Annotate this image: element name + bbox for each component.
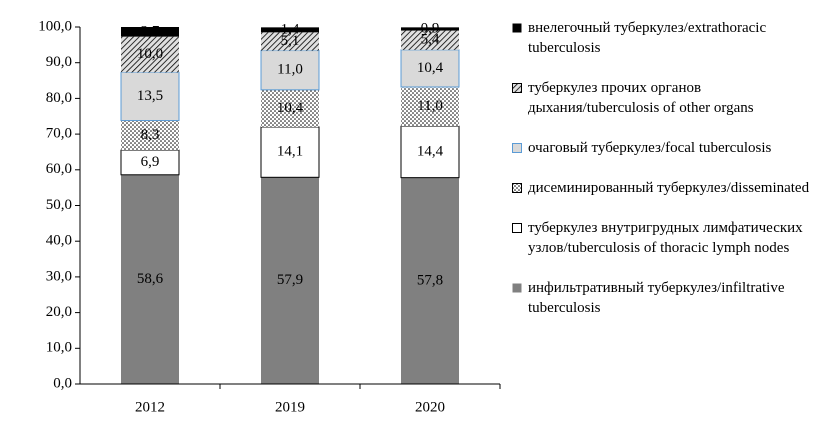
bar-segment bbox=[121, 36, 179, 73]
y-tick-label: 40,0 bbox=[46, 233, 72, 249]
bar-segment bbox=[261, 32, 319, 51]
bar-segment bbox=[260, 126, 320, 178]
bar-segment bbox=[261, 177, 319, 384]
y-tick-label: 70,0 bbox=[46, 126, 72, 142]
value-label: 10,4 bbox=[417, 60, 444, 76]
legend-swatch-rect bbox=[512, 143, 522, 153]
value-label: 58,6 bbox=[137, 271, 164, 287]
bar-segment bbox=[121, 27, 179, 37]
bar-segment bbox=[121, 120, 179, 151]
x-tick-label: 2012 bbox=[135, 399, 165, 415]
legend-swatch bbox=[512, 283, 522, 293]
x-tick-label: 2019 bbox=[275, 399, 305, 415]
legend-item: туберкулез внутригрудных лимфатических у… bbox=[510, 218, 830, 258]
legend-swatch-rect bbox=[512, 283, 522, 293]
x-tick-label: 2020 bbox=[415, 399, 445, 415]
value-label: 1,4 bbox=[281, 21, 300, 37]
bar-segment bbox=[400, 125, 460, 179]
legend-item: инфильтративный туберкулез/infiltrative … bbox=[510, 278, 830, 318]
legend-swatch bbox=[512, 23, 522, 33]
value-label: 8,3 bbox=[141, 127, 160, 143]
legend-swatch-rect bbox=[512, 23, 522, 33]
y-tick-label: 60,0 bbox=[46, 161, 72, 177]
legend-swatch-rect bbox=[512, 183, 522, 193]
value-label: 6,9 bbox=[141, 154, 160, 170]
y-tick-label: 10,0 bbox=[46, 340, 72, 356]
value-label: 2,7 bbox=[141, 23, 160, 39]
legend-label: очаговый туберкулез/focal tuberculosis bbox=[528, 140, 772, 156]
value-label: 10,0 bbox=[137, 46, 163, 62]
value-label: 10,4 bbox=[277, 100, 304, 116]
legend-item: внелегочный туберкулез/extrathoracic tub… bbox=[510, 18, 830, 58]
value-label: 13,5 bbox=[137, 88, 163, 104]
legend-label: туберкулез прочих органов дыхания/tuberc… bbox=[528, 80, 754, 116]
value-label: 5,4 bbox=[421, 32, 440, 48]
legend-label: инфильтративный туберкулез/infiltrative … bbox=[528, 280, 785, 316]
bar-segment bbox=[120, 71, 180, 122]
y-tick-label: 80,0 bbox=[46, 90, 72, 106]
value-label: 57,8 bbox=[417, 272, 443, 288]
legend-swatch-rect bbox=[512, 223, 522, 233]
y-tick-label: 30,0 bbox=[46, 268, 72, 284]
bar-segment bbox=[401, 86, 459, 127]
y-tick-label: 50,0 bbox=[46, 197, 72, 213]
value-label: 14,1 bbox=[277, 144, 303, 160]
legend-label: туберкулез внутригрудных лимфатических у… bbox=[528, 220, 803, 256]
bar-segment bbox=[401, 30, 459, 50]
value-label: 11,0 bbox=[277, 62, 303, 78]
legend-swatch bbox=[512, 143, 522, 153]
bar-segment bbox=[401, 177, 459, 384]
bar-segment bbox=[261, 89, 319, 127]
legend: внелегочный туберкулез/extrathoracic tub… bbox=[510, 18, 830, 318]
legend-swatch bbox=[512, 83, 522, 93]
y-tick-label: 20,0 bbox=[46, 304, 72, 320]
value-label: 14,4 bbox=[417, 143, 444, 159]
legend-swatch bbox=[512, 183, 522, 193]
bar-segment bbox=[260, 50, 320, 91]
y-tick-label: 100,0 bbox=[38, 18, 72, 34]
legend-item: дисеминированный туберкулез/disseminated bbox=[510, 178, 830, 198]
value-label: 5,1 bbox=[281, 33, 300, 49]
legend-label: дисеминированный туберкулез/disseminated bbox=[528, 180, 810, 196]
y-tick-label: 0,0 bbox=[53, 375, 72, 391]
legend-swatch bbox=[512, 223, 522, 233]
legend-label: внелегочный туберкулез/extrathoracic tub… bbox=[528, 20, 767, 56]
legend-swatch-rect bbox=[512, 83, 522, 93]
value-label: 0,9 bbox=[421, 20, 440, 36]
bar-segment bbox=[261, 27, 319, 33]
value-label: 57,9 bbox=[277, 272, 303, 288]
legend-item: туберкулез прочих органов дыхания/tuberc… bbox=[510, 78, 830, 118]
legend-item: очаговый туберкулез/focal tuberculosis bbox=[510, 138, 830, 158]
bar-segment bbox=[121, 174, 179, 384]
y-tick-label: 90,0 bbox=[46, 54, 72, 70]
bar-segment bbox=[401, 27, 459, 31]
bar-segment bbox=[400, 49, 460, 88]
value-label: 11,0 bbox=[417, 98, 443, 114]
